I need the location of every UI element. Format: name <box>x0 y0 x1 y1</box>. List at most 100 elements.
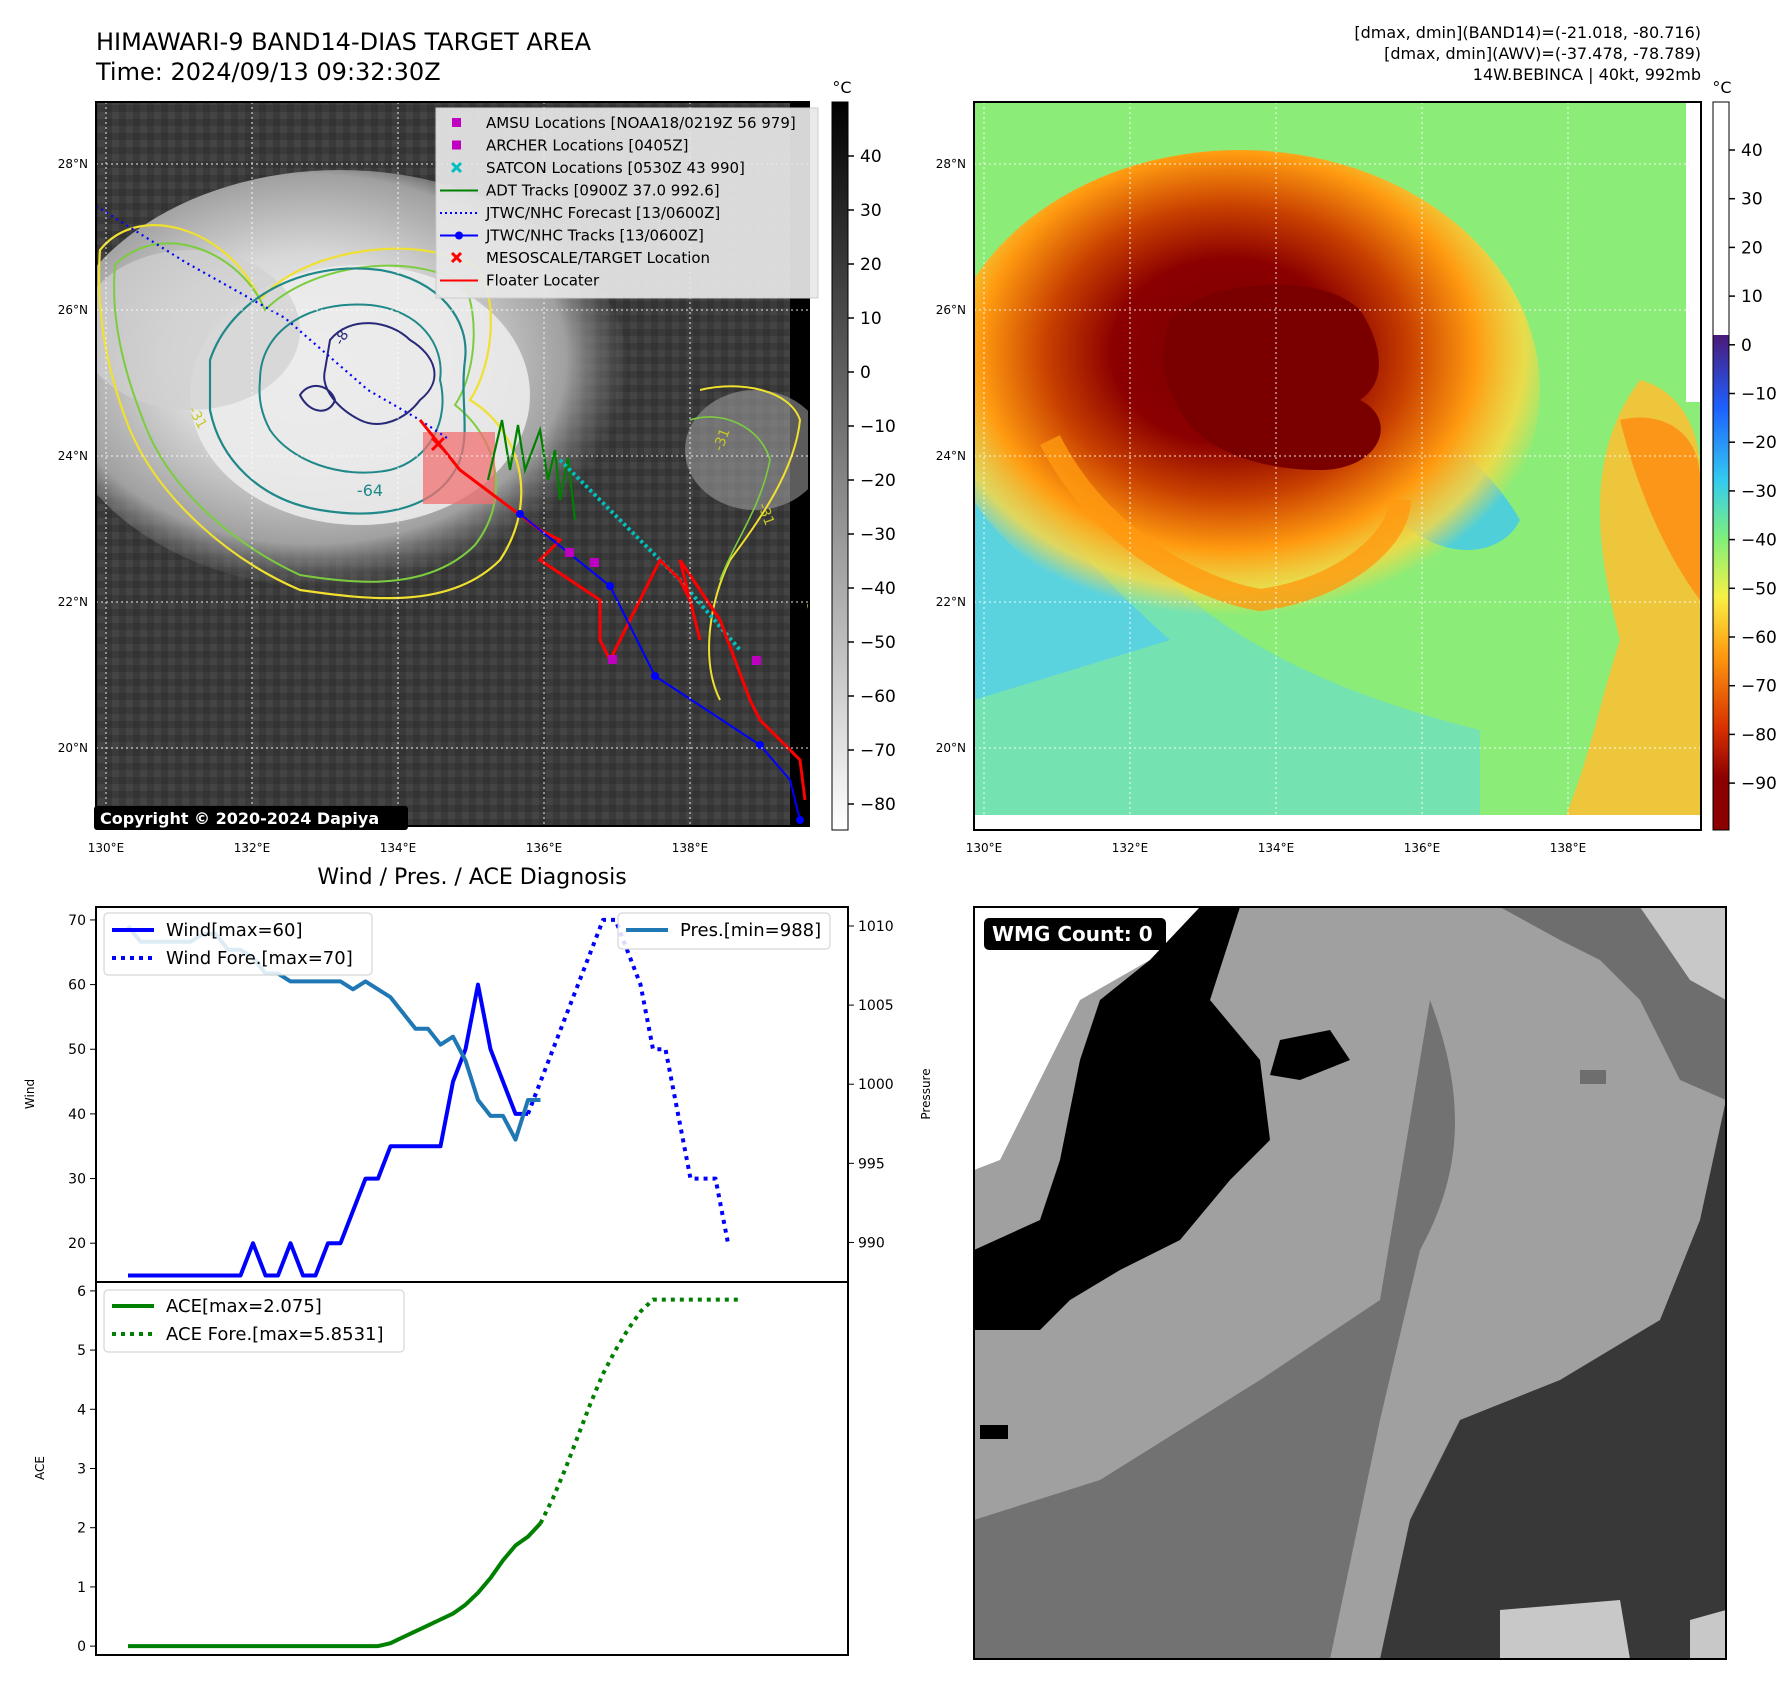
svg-text:22°N: 22°N <box>58 595 88 609</box>
ir-colorbar-tick: 30 <box>860 201 882 221</box>
figure-title-line2: Time: 2024/09/13 09:32:30Z <box>95 58 441 86</box>
pressure-axis-label: Pressure <box>919 1068 933 1119</box>
contour-teal-mid <box>208 267 467 515</box>
awv-colorbar-tick: −40 <box>1741 531 1777 551</box>
diagnosis-title: Wind / Pres. / ACE Diagnosis <box>317 865 626 890</box>
wind-pres-chart: Wind / Pres. / ACE Diagnosis Wind Pressu… <box>23 865 933 1283</box>
ace-fore-legend-label: ACE Fore.[max=5.8531] <box>166 1324 384 1345</box>
svg-text:24°N: 24°N <box>936 449 966 463</box>
ir-colorbar-tick: −70 <box>860 741 896 761</box>
svg-text:22°N: 22°N <box>936 595 966 609</box>
awv-colorbar: °C 40 30 20 10 0 −10 −20 −30 −40 −50 −60 −70 −80 −90 <box>1712 78 1777 831</box>
pressure-y-tick: 1005 <box>858 998 894 1014</box>
svg-text:138°E: 138°E <box>672 841 709 855</box>
copyright-text: Copyright © 2020-2024 Dapiya <box>100 809 379 828</box>
ir-colorbar-tick: −40 <box>860 579 896 599</box>
svg-text:20°N: 20°N <box>936 741 966 755</box>
pressure-y-tick: 1010 <box>858 919 894 935</box>
awv-colorbar-tick: 10 <box>1741 287 1763 307</box>
svg-text:28°N: 28°N <box>936 157 966 171</box>
contour-label-minus64: -64 <box>357 481 383 500</box>
ir-legend-label: JTWC/NHC Tracks [13/0600Z] <box>485 227 704 245</box>
ir-colorbar-tick: −20 <box>860 471 896 491</box>
awv-colorbar-tick: −10 <box>1741 385 1777 405</box>
ir-legend-row: JTWC/NHC Tracks [13/0600Z] <box>440 227 704 245</box>
awv-colorbar-tick: 20 <box>1741 238 1763 258</box>
jtwc-track-line <box>519 513 801 821</box>
ace-legend-label: ACE[max=2.075] <box>166 1296 322 1317</box>
ir-colorbar-tick: 10 <box>860 309 882 329</box>
wind-y-tick: 40 <box>68 1107 86 1123</box>
ace-axis-label: ACE <box>33 1456 47 1480</box>
wind-y-tick: 60 <box>68 978 86 994</box>
ir-colorbar-tick: −50 <box>860 633 896 653</box>
svg-text:132°E: 132°E <box>234 841 271 855</box>
svg-text:130°E: 130°E <box>966 841 1003 855</box>
ace-y-tick: 6 <box>77 1284 86 1300</box>
contour-teal-inner <box>258 303 444 474</box>
awv-lon-labels: 130°E 132°E 134°E 136°E 138°E <box>966 841 1587 855</box>
ir-legend-row: ADT Tracks [0900Z 37.0 992.6] <box>440 182 720 200</box>
ir-colorbar-tick: 0 <box>860 363 871 383</box>
ace-chart: ACE 6 5 4 3 2 1 0 ACE[max=2.075] ACE Fore.[max… <box>33 1281 849 1656</box>
pres-legend: Pres.[min=988] <box>617 912 831 950</box>
adt-track-line <box>486 419 577 521</box>
figure-title-line1: HIMAWARI-9 BAND14-DIAS TARGET AREA <box>96 28 592 56</box>
pressure-y-tick: 1000 <box>858 1077 894 1093</box>
wind-axis-label: Wind <box>23 1079 37 1109</box>
wind-y-tick: 30 <box>68 1172 86 1188</box>
ir-legend-row: JTWC/NHC Forecast [13/0600Z] <box>440 204 720 222</box>
ir-legend-row: AMSU Locations [NOAA18/0219Z 56 979] <box>452 114 796 132</box>
contour-label-minus31-east: -31 <box>711 426 734 453</box>
ir-colorbar: °C 40 30 20 10 0 −10 −20 −30 −40 −50 −60 −70 −80 <box>831 78 896 831</box>
awv-colorbar-tick: −80 <box>1741 725 1777 745</box>
awv-colorbar-tick: −70 <box>1741 677 1777 697</box>
ir-legend-label: JTWC/NHC Forecast [13/0600Z] <box>485 204 720 222</box>
awv-colorbar-tick: 0 <box>1741 336 1752 356</box>
wind-y-tick: 50 <box>68 1042 86 1058</box>
wind-legend-label: Wind[max=60] <box>166 920 303 941</box>
awv-colorbar-tick: 40 <box>1741 141 1763 161</box>
svg-text:136°E: 136°E <box>1404 841 1441 855</box>
contour-navy-core <box>298 322 436 425</box>
awv-colorbar-tick: −50 <box>1741 579 1777 599</box>
svg-text:138°E: 138°E <box>1550 841 1587 855</box>
info-line1: [dmax, dmin](BAND14)=(-21.018, -80.716) <box>1354 23 1701 42</box>
wind-legend: Wind[max=60] Wind Fore.[max=70] <box>103 912 373 976</box>
contour-label-minus31-edge: -31 <box>802 596 822 621</box>
svg-text:132°E: 132°E <box>1112 841 1149 855</box>
pres-legend-label: Pres.[min=988] <box>680 920 821 941</box>
wmg-panel: WMG Count: 0 <box>973 906 1727 1660</box>
awv-colorbar-tick: 30 <box>1741 190 1763 210</box>
ir-colorbar-tick: 20 <box>860 255 882 275</box>
ir-legend-row: SATCON Locations [0530Z 43 990] <box>450 159 745 177</box>
mesoscale-target-marker <box>430 436 446 452</box>
ir-legend-label: ARCHER Locations [0405Z] <box>486 137 689 155</box>
svg-text:26°N: 26°N <box>936 303 966 317</box>
ir-legend-row: ARCHER Locations [0405Z] <box>452 137 689 155</box>
ir-legend-label: SATCON Locations [0530Z 43 990] <box>486 159 745 177</box>
ace-y-tick: 0 <box>77 1639 86 1655</box>
wind-series-line <box>128 982 528 1278</box>
ir-legend-row: Floater Locater <box>440 272 600 290</box>
ace-series-line <box>128 1521 542 1649</box>
ir-legend-label: ADT Tracks [0900Z 37.0 992.6] <box>486 182 720 200</box>
ir-colorbar-unit: °C <box>832 78 851 97</box>
svg-text:130°E: 130°E <box>88 841 125 855</box>
ir-colorbar-tick: 40 <box>860 147 882 167</box>
svg-text:26°N: 26°N <box>58 303 88 317</box>
ace-y-tick: 2 <box>77 1521 86 1537</box>
contour-label-minus31-east2: -31 <box>754 501 777 528</box>
ir-legend-row: MESOSCALE/TARGET Location <box>450 249 710 267</box>
ir-legend: AMSU Locations [NOAA18/0219Z 56 979] ARCH… <box>435 107 819 299</box>
copyright-badge <box>94 806 408 830</box>
wind-forecast-series-line <box>526 917 730 1244</box>
svg-text:134°E: 134°E <box>1258 841 1295 855</box>
ace-y-tick: 5 <box>77 1343 86 1359</box>
ir-legend-label: Floater Locater <box>486 272 600 290</box>
ace-forecast-series-line <box>538 1297 741 1525</box>
awv-colorbar-tick: −90 <box>1741 774 1777 794</box>
info-line2: [dmax, dmin](AWV)=(-37.478, -78.789) <box>1384 44 1701 63</box>
ace-y-tick: 4 <box>77 1402 86 1418</box>
svg-text:28°N: 28°N <box>58 157 88 171</box>
